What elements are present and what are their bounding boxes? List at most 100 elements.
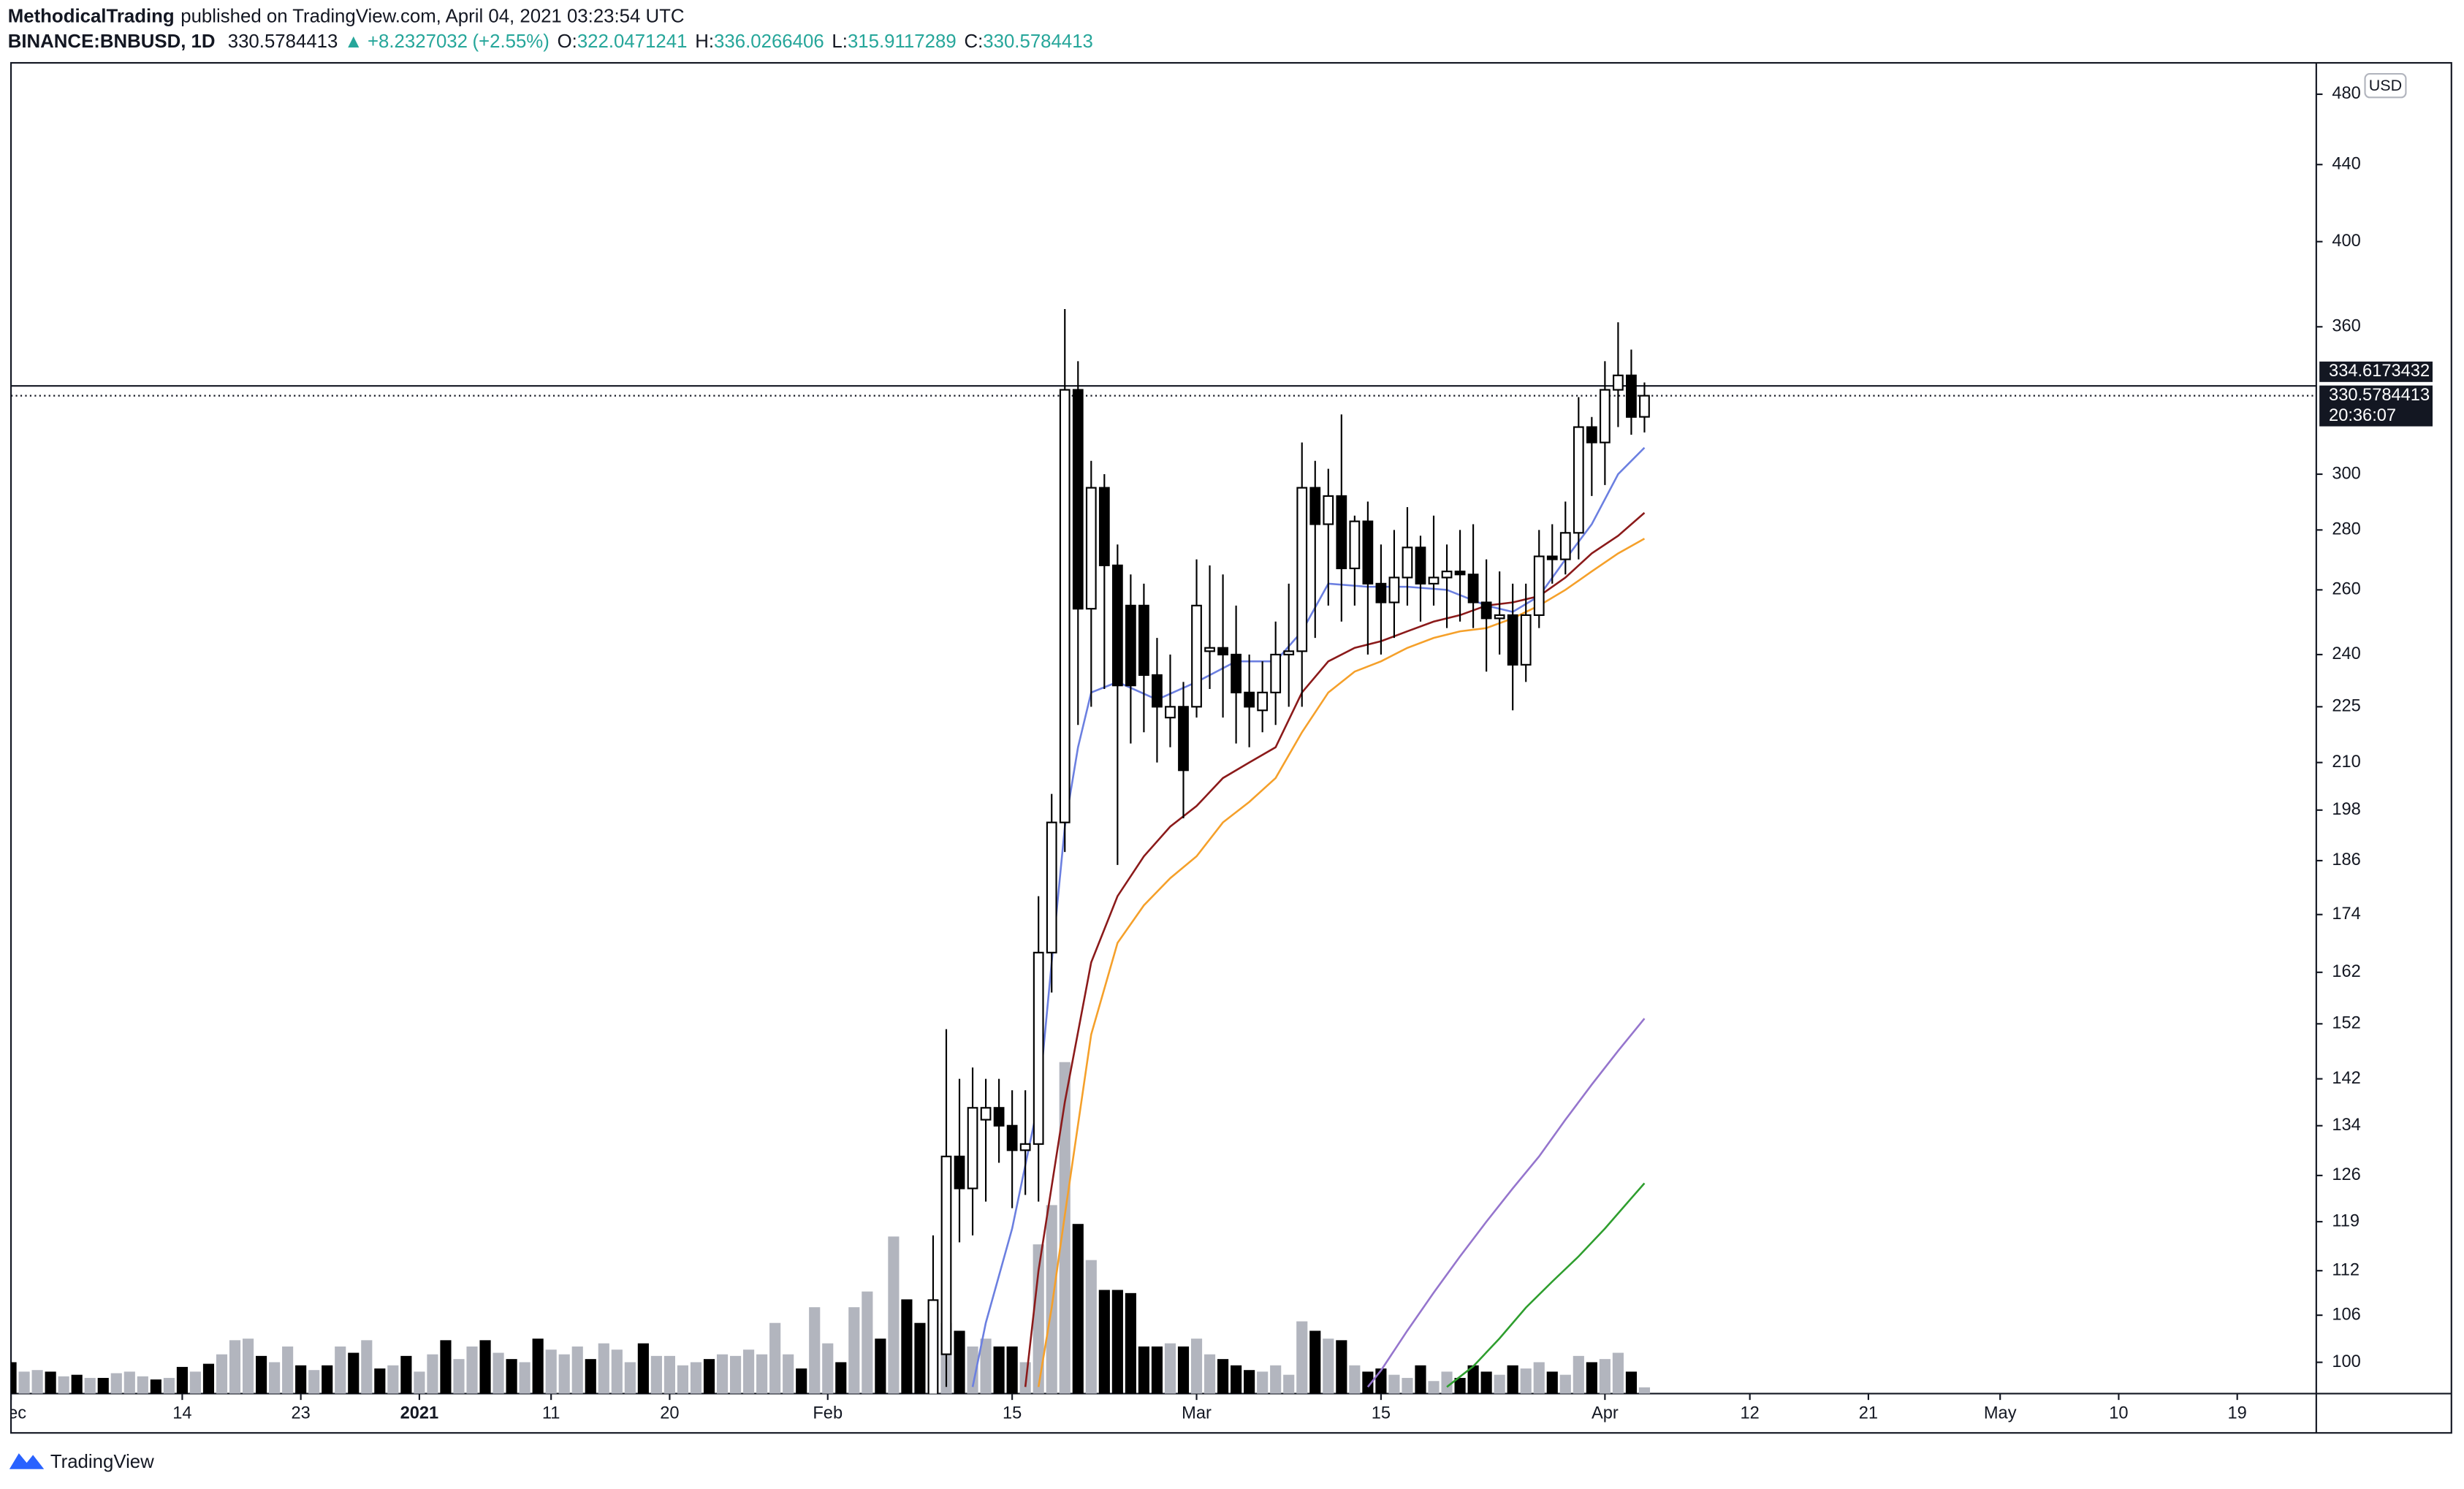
x-tick-label: Mar: [1182, 1404, 1212, 1423]
candle-body: [1626, 374, 1637, 418]
candle-body: [1349, 520, 1361, 570]
y-tick-label: 134: [2332, 1116, 2360, 1135]
currency-box[interactable]: USD: [2364, 72, 2407, 99]
volume-bar: [71, 1374, 83, 1394]
volume-bar: [31, 1370, 43, 1394]
volume-bar: [532, 1338, 544, 1394]
volume-bar: [571, 1346, 583, 1394]
x-tick-label: 20: [660, 1404, 679, 1423]
y-tick-label: 480: [2332, 84, 2360, 103]
x-tick-label: 15: [1372, 1404, 1391, 1423]
change: +8.2327032: [368, 31, 468, 52]
candle-body: [1085, 487, 1097, 610]
volume-bar: [256, 1355, 267, 1394]
volume-bar: [414, 1371, 425, 1394]
volume-bar: [716, 1354, 729, 1394]
y-tick-label: 280: [2332, 520, 2360, 539]
volume-bar: [269, 1362, 281, 1394]
volume-bar: [453, 1359, 465, 1394]
volume-bar: [216, 1354, 228, 1394]
volume-bar: [558, 1354, 570, 1394]
candle-body: [1520, 614, 1532, 666]
ohlc-value: 336.0266406: [714, 31, 824, 52]
legend-line: BINANCE:BNBUSD, 1D 330.5784413 ▲ +8.2327032…: [8, 31, 1093, 52]
ohlc-label: C:: [964, 31, 983, 52]
y-tick-label: 119: [2332, 1211, 2360, 1230]
x-tick-label: 14: [172, 1404, 191, 1423]
volume-bar: [1244, 1370, 1255, 1394]
change-pct: (+2.55%): [472, 31, 549, 52]
volume-bar: [84, 1377, 96, 1394]
volume-bar: [1494, 1374, 1505, 1394]
brand: TradingView: [50, 1452, 154, 1472]
volume-bar: [1375, 1368, 1387, 1394]
volume-bar: [1454, 1377, 1466, 1394]
candle-body: [1454, 571, 1466, 576]
candle-body: [1362, 520, 1374, 584]
volume-bar: [862, 1291, 873, 1394]
volume-bar: [611, 1349, 623, 1394]
countdown: 20:36:07: [2329, 406, 2396, 425]
volume-bar: [743, 1349, 755, 1394]
last-price-label: 330.5784413: [2329, 386, 2430, 405]
ohlc-label: O:: [558, 31, 577, 52]
volume-bar: [1019, 1362, 1031, 1394]
volume-bar: [242, 1338, 254, 1394]
volume-bar: [875, 1338, 886, 1394]
candle-body: [1388, 576, 1400, 603]
ohlc-label: H:: [695, 31, 714, 52]
volume-bar: [703, 1359, 715, 1394]
volume-bar: [1059, 1062, 1071, 1394]
ohlc-label: L:: [832, 31, 848, 52]
x-tick-label: 21: [1859, 1404, 1878, 1423]
hline-label: 334.6173432: [2329, 362, 2430, 381]
x-tick-label: Feb: [813, 1404, 843, 1423]
candle-body: [1480, 601, 1492, 620]
volume-bar: [663, 1355, 675, 1394]
candle-body: [1375, 582, 1387, 603]
volume-bar: [1428, 1381, 1440, 1394]
candle-body: [1217, 647, 1228, 655]
volume-bar: [493, 1352, 504, 1394]
candle-body: [1586, 426, 1597, 443]
candle-body: [1336, 495, 1347, 570]
candle-body: [1415, 547, 1426, 584]
x-tick-label: 15: [1003, 1404, 1022, 1423]
y-tick-label: 225: [2332, 697, 2360, 716]
volume-bar: [1309, 1330, 1321, 1394]
volume-bar: [624, 1362, 636, 1394]
volume-bar: [545, 1349, 557, 1394]
volume-bar: [1296, 1321, 1308, 1394]
last-price: 330.5784413: [228, 31, 338, 52]
volume-bar: [322, 1365, 333, 1394]
candle-body: [1533, 555, 1545, 617]
ma-line: [1446, 1182, 1646, 1388]
candle-body: [1006, 1124, 1018, 1151]
volume-bar: [914, 1322, 926, 1394]
volume-bar: [783, 1354, 794, 1394]
volume-bar: [993, 1346, 1005, 1394]
x-tick-label: 10: [2109, 1404, 2128, 1423]
candle-body: [1072, 389, 1084, 610]
volume-bar: [954, 1330, 965, 1394]
y-tick-label: 360: [2332, 317, 2360, 336]
volume-bar: [1362, 1371, 1374, 1394]
volume-bar: [137, 1376, 148, 1394]
volume-bar: [18, 1371, 30, 1394]
candle-body: [1467, 574, 1479, 603]
volume-bar: [1085, 1260, 1097, 1394]
volume-bar: [440, 1340, 452, 1394]
footer-logo[interactable]: TradingView: [9, 1452, 154, 1472]
currency-label: USD: [2369, 77, 2402, 94]
candle-body: [1309, 487, 1321, 525]
candle-body: [1559, 532, 1571, 560]
candle-body: [1546, 555, 1558, 560]
volume-bar: [1507, 1365, 1518, 1394]
volume-bar: [1336, 1340, 1347, 1394]
y-tick-label: 260: [2332, 580, 2360, 599]
volume-bar: [598, 1343, 609, 1394]
candle-body: [1402, 547, 1413, 579]
